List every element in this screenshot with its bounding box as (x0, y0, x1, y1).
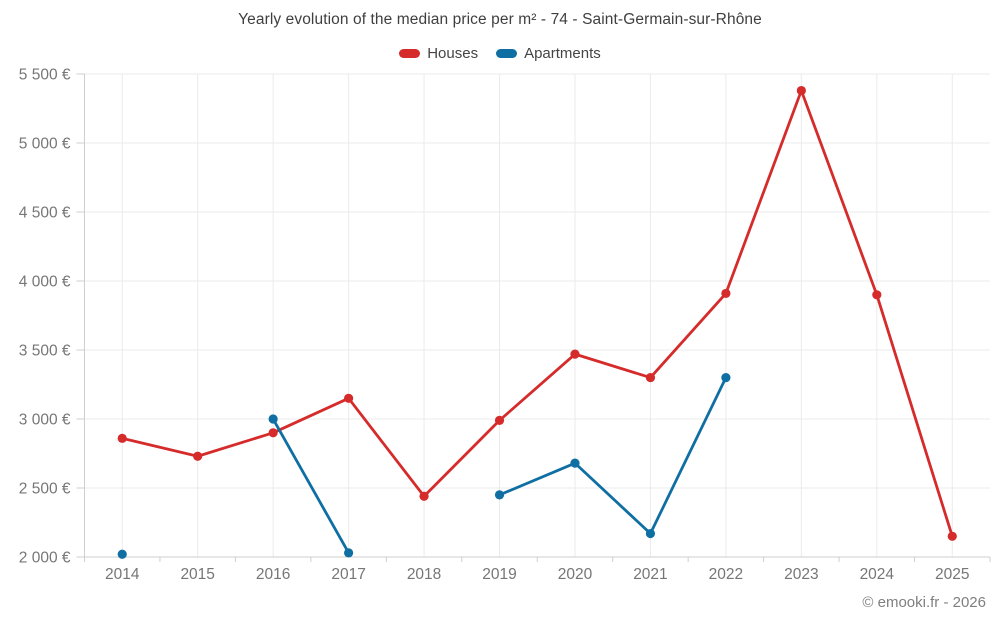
data-point-houses-2017[interactable] (344, 393, 354, 403)
houses-swatch-icon (399, 49, 421, 58)
data-point-houses-2023[interactable] (796, 85, 806, 96)
x-tick-label: 2025 (935, 566, 969, 583)
legend-item-apartments[interactable]: Apartments (496, 45, 601, 62)
legend: Houses Apartments (0, 45, 1000, 62)
data-point-houses-2024[interactable] (872, 290, 882, 300)
apartments-swatch-icon (496, 49, 518, 58)
data-point-houses-2018[interactable] (419, 491, 429, 501)
legend-label-apartments: Apartments (524, 45, 601, 62)
x-tick-label: 2022 (709, 566, 743, 583)
chart-title: Yearly evolution of the median price per… (238, 11, 762, 28)
legend-item-houses[interactable]: Houses (399, 45, 478, 62)
series-line-apartments (271, 417, 351, 555)
y-tick-label: 3 000 € (19, 412, 71, 429)
x-tick-label: 2017 (331, 566, 365, 583)
x-tick-label: 2014 (105, 566, 140, 583)
data-point-houses-2021[interactable] (645, 373, 656, 383)
series-line-houses (120, 89, 954, 538)
data-point-apartments-2019[interactable] (494, 490, 505, 500)
data-point-houses-2022[interactable] (721, 288, 731, 299)
data-point-houses-2014[interactable] (117, 433, 127, 443)
y-tick-label: 2 000 € (19, 550, 71, 567)
x-tick-label: 2021 (633, 566, 667, 583)
data-point-apartments-2014[interactable] (117, 549, 127, 559)
data-point-houses-2015[interactable] (193, 451, 203, 461)
data-point-houses-2016[interactable] (268, 428, 278, 438)
data-point-houses-2019[interactable] (494, 415, 505, 425)
x-tick-label: 2023 (784, 566, 818, 583)
y-tick-label: 3 500 € (19, 343, 71, 360)
y-tick-label: 2 500 € (19, 481, 71, 498)
x-tick-label: 2024 (860, 566, 895, 583)
x-tick-label: 2016 (256, 566, 290, 583)
series-line-apartments (498, 376, 728, 535)
data-point-houses-2025[interactable] (947, 531, 957, 541)
data-point-apartments-2020[interactable] (570, 458, 580, 468)
data-point-apartments-2016[interactable] (268, 414, 278, 424)
y-tick-label: 5 000 € (19, 136, 71, 153)
x-tick-label: 2015 (180, 566, 214, 583)
y-tick-label: 5 500 € (19, 67, 71, 84)
footer-credit: © emooki.fr - 2026 (862, 594, 986, 611)
y-tick-label: 4 000 € (19, 274, 71, 291)
x-tick-label: 2020 (558, 566, 593, 583)
data-point-houses-2020[interactable] (570, 349, 580, 359)
x-tick-label: 2019 (482, 566, 516, 583)
x-tick-label: 2018 (407, 566, 441, 583)
data-point-apartments-2017[interactable] (344, 548, 354, 558)
legend-label-houses: Houses (427, 45, 479, 62)
data-point-apartments-2022[interactable] (721, 373, 731, 383)
y-tick-label: 4 500 € (19, 205, 71, 222)
data-point-apartments-2021[interactable] (645, 528, 656, 539)
